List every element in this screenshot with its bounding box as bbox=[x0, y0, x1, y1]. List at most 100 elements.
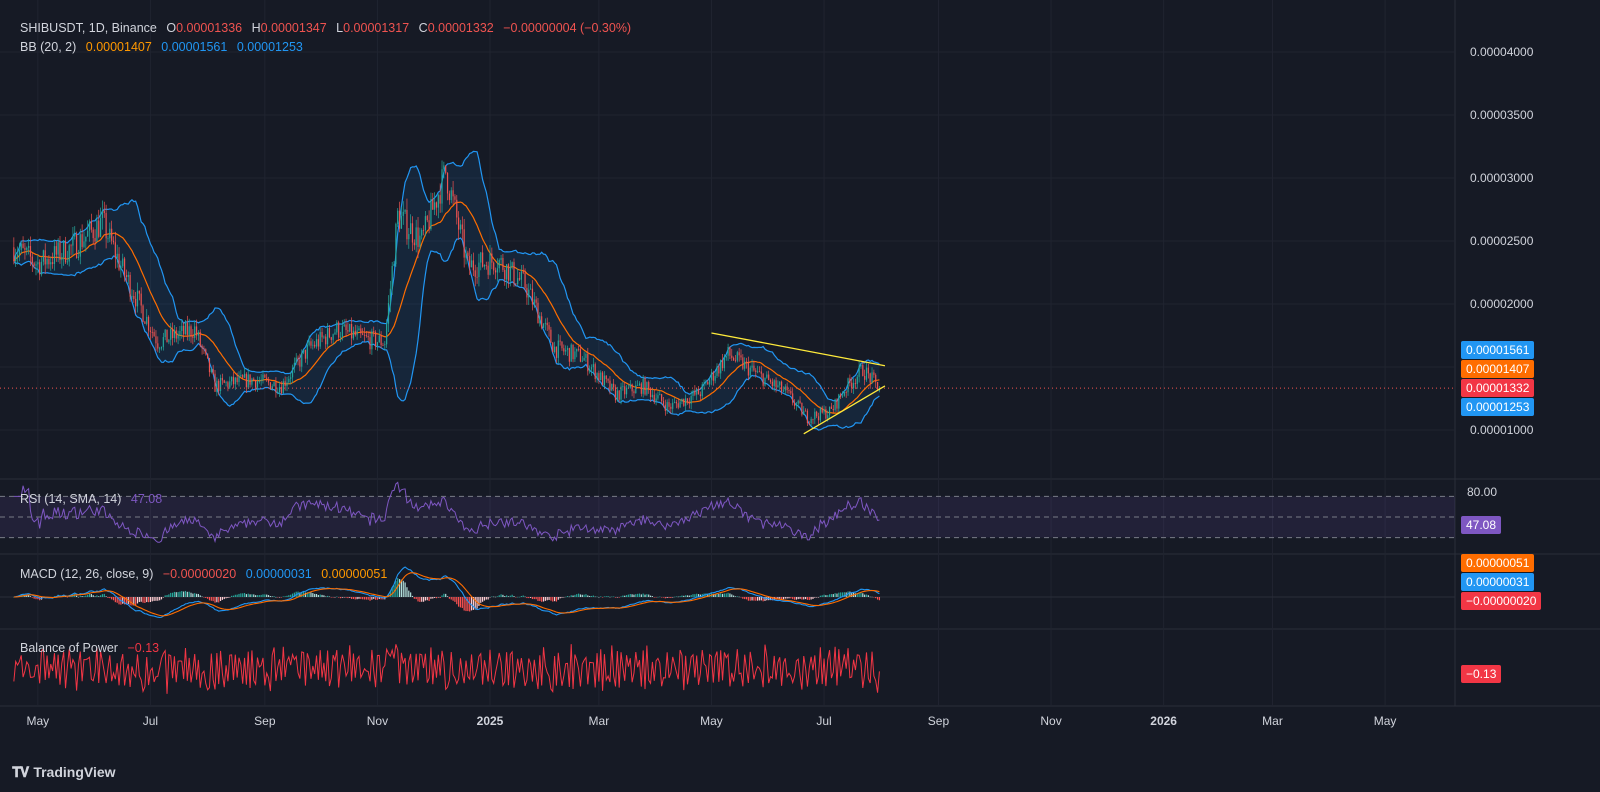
candle-body bbox=[207, 353, 209, 359]
macd-histogram-bar bbox=[123, 597, 126, 605]
macd-histogram-bar bbox=[153, 597, 155, 601]
macd-histogram-bar bbox=[238, 593, 240, 597]
candle-body bbox=[459, 224, 462, 230]
candle-body bbox=[766, 374, 768, 378]
candle-body bbox=[712, 372, 714, 381]
candle-body bbox=[295, 357, 297, 363]
macd-histogram-bar bbox=[419, 597, 421, 602]
macd-legend[interactable]: MACD (12, 26, close, 9) −0.00000020 0.00… bbox=[20, 567, 393, 581]
candle-body bbox=[432, 199, 434, 210]
macd-histogram-bar bbox=[446, 596, 449, 597]
candle-body bbox=[821, 407, 823, 413]
candle-body bbox=[240, 375, 242, 377]
rsi-legend[interactable]: RSI (14, SMA, 14) 47.08 bbox=[20, 492, 168, 506]
candle-body bbox=[585, 353, 587, 358]
candle-body bbox=[762, 373, 764, 386]
macd-histogram-bar bbox=[352, 597, 355, 599]
candle-body bbox=[24, 247, 26, 250]
candle-body bbox=[147, 316, 150, 331]
macd-histogram-bar bbox=[456, 597, 458, 605]
macd-histogram-bar bbox=[734, 596, 737, 597]
candle-body bbox=[594, 364, 596, 380]
candle-body bbox=[755, 370, 757, 372]
candle-body bbox=[376, 342, 379, 347]
time-tick-label: Nov bbox=[1040, 714, 1061, 728]
candle-body bbox=[668, 402, 670, 407]
candle-body bbox=[243, 373, 246, 378]
candle-body bbox=[247, 374, 249, 388]
candle-body bbox=[629, 384, 631, 388]
candle-body bbox=[446, 172, 449, 194]
macd-histogram-bar bbox=[26, 595, 28, 597]
candle-body bbox=[317, 339, 319, 347]
macd-histogram-bar bbox=[677, 596, 679, 598]
macd-histogram-bar bbox=[812, 597, 814, 599]
candle-body bbox=[806, 410, 809, 424]
macd-histogram-bar bbox=[362, 597, 364, 600]
candle-body bbox=[264, 374, 266, 378]
candle-body bbox=[544, 322, 546, 324]
macd-histogram-bar bbox=[644, 594, 646, 597]
macd-histogram-bar bbox=[596, 596, 598, 598]
candle-body bbox=[256, 381, 259, 388]
candle-body bbox=[138, 290, 140, 294]
candle-body bbox=[847, 378, 849, 393]
macd-histogram-bar bbox=[112, 597, 115, 601]
macd-histogram-bar bbox=[146, 597, 148, 603]
candle-body bbox=[614, 387, 617, 401]
candle-body bbox=[768, 374, 770, 381]
macd-histogram-bar bbox=[851, 592, 853, 597]
candle-body bbox=[125, 275, 128, 277]
macd-histogram-bar bbox=[659, 596, 661, 598]
candle-body bbox=[88, 221, 91, 231]
macd-histogram-bar bbox=[662, 597, 665, 598]
macd-histogram-bar bbox=[720, 593, 722, 597]
macd-histogram-bar bbox=[236, 594, 238, 597]
candle-body bbox=[184, 322, 187, 335]
tradingview-brand[interactable]: 𝐓𝐕 TradingView bbox=[12, 762, 116, 782]
candle-body bbox=[840, 394, 842, 397]
candle-body bbox=[231, 376, 233, 382]
macd-pane bbox=[0, 566, 1455, 618]
candle-body bbox=[98, 220, 100, 237]
macd-histogram-bar bbox=[205, 597, 207, 598]
macd-histogram-bar bbox=[666, 597, 668, 598]
macd-histogram-bar bbox=[539, 597, 541, 602]
macd-histogram-bar bbox=[804, 597, 807, 600]
macd-histogram-bar bbox=[546, 597, 548, 601]
macd-histogram-bar bbox=[133, 597, 135, 606]
candle-body bbox=[579, 349, 582, 362]
macd-histogram-bar bbox=[875, 597, 877, 599]
macd-histogram-bar bbox=[819, 595, 821, 597]
candle-body bbox=[686, 398, 689, 403]
macd-histogram-bar bbox=[668, 597, 670, 598]
candle-body bbox=[463, 229, 465, 258]
candle-body bbox=[817, 416, 820, 421]
candle-body bbox=[336, 322, 338, 333]
trendline bbox=[711, 332, 886, 367]
bop-legend[interactable]: Balance of Power −0.13 bbox=[20, 641, 165, 655]
macd-histogram-bar bbox=[422, 597, 425, 602]
candle-body bbox=[286, 382, 288, 387]
candle-body bbox=[72, 236, 74, 246]
macd-histogram-bar bbox=[315, 593, 318, 597]
candle-body bbox=[441, 169, 443, 204]
bb-lower-line bbox=[13, 237, 880, 431]
candle-body bbox=[159, 348, 161, 350]
macd-line-label: 0.00000031 bbox=[1461, 573, 1535, 591]
macd-histogram-bar bbox=[646, 594, 648, 597]
candle-body bbox=[854, 383, 857, 384]
candle-body bbox=[705, 382, 707, 383]
candle-body bbox=[788, 390, 790, 391]
macd-histogram-bar bbox=[273, 596, 275, 597]
macd-histogram-bar bbox=[417, 597, 419, 602]
macd-histogram-bar bbox=[437, 597, 439, 598]
grid bbox=[0, 0, 1455, 706]
candle-body bbox=[518, 278, 521, 280]
candle-body bbox=[633, 391, 635, 394]
macd-histogram-bar bbox=[723, 593, 725, 597]
macd-histogram-bar bbox=[513, 596, 515, 597]
bb-legend[interactable]: BB (20, 2) 0.00001407 0.00001561 0.00001… bbox=[20, 40, 309, 54]
candle-body bbox=[199, 332, 201, 346]
